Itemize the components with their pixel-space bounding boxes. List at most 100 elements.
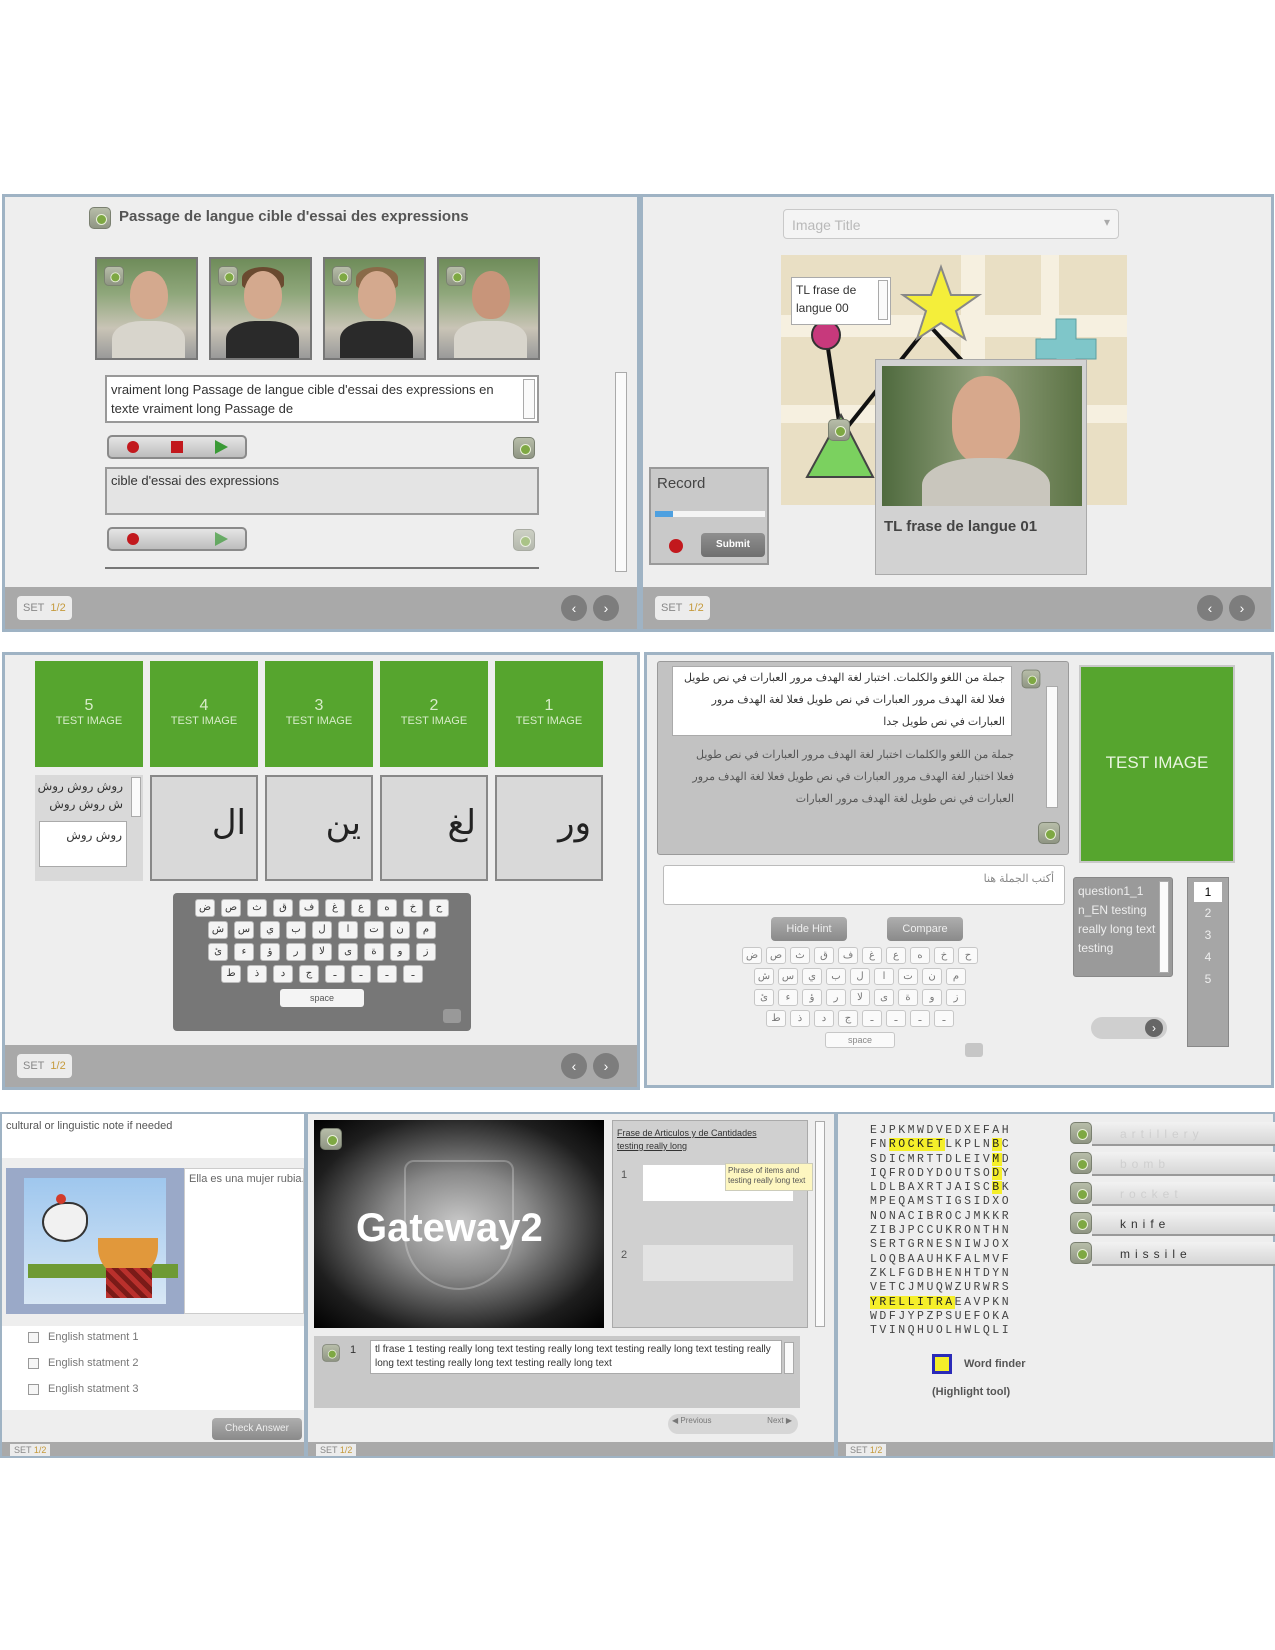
grid-letter[interactable]: T [898, 1238, 908, 1252]
key[interactable]: ه [377, 899, 397, 917]
grid-letter[interactable]: T [926, 1152, 936, 1166]
grid-letter[interactable]: C [917, 1224, 927, 1238]
popup-scrollbar[interactable] [878, 280, 888, 320]
key[interactable]: ا [874, 968, 894, 985]
key[interactable]: ـ [325, 965, 345, 983]
grid-letter[interactable]: B [992, 1138, 1002, 1152]
grid-letter[interactable]: E [964, 1152, 974, 1166]
grid-letter[interactable]: V [935, 1124, 946, 1137]
grid-letter[interactable]: R [1001, 1209, 1012, 1223]
grid-letter[interactable]: A [964, 1252, 974, 1266]
grid-letter[interactable]: U [954, 1309, 965, 1323]
grid-letter[interactable]: J [898, 1309, 908, 1323]
grid-row[interactable]: ZKLFGDBHENHTDYN [870, 1267, 1011, 1281]
grid-letter[interactable]: C [898, 1281, 908, 1295]
grid-letter[interactable]: E [888, 1195, 899, 1209]
grid-letter[interactable]: Q [879, 1166, 889, 1180]
prev-arrow-icon[interactable]: ‹ [561, 595, 587, 621]
grid-letter[interactable]: E [964, 1309, 974, 1323]
video-play-button[interactable] [320, 1128, 342, 1150]
test-image-tile[interactable]: 2 TEST IMAGE [380, 661, 488, 767]
grid-letter[interactable]: N [870, 1209, 880, 1223]
grid-letter[interactable]: K [954, 1138, 965, 1152]
grid-letter[interactable]: R [917, 1238, 927, 1252]
grid-letter[interactable]: Z [870, 1224, 880, 1238]
grid-letter[interactable]: D [982, 1195, 993, 1209]
reading-scrollbar[interactable] [1046, 686, 1058, 808]
key[interactable]: م [946, 968, 966, 985]
key[interactable]: ق [814, 947, 834, 964]
grid-letter[interactable]: U [964, 1281, 974, 1295]
prev-arrow-icon[interactable]: ‹ [1197, 595, 1223, 621]
map-play-button[interactable] [828, 419, 850, 441]
grid-letter[interactable]: I [917, 1295, 927, 1309]
grid-letter[interactable]: P [964, 1138, 974, 1152]
grid-letter[interactable]: I [917, 1209, 927, 1223]
video-player[interactable]: Gateway2 [314, 1120, 604, 1328]
grid-letter[interactable]: Y [907, 1309, 918, 1323]
grid-letter[interactable]: V [879, 1324, 889, 1338]
submit-button[interactable]: Submit [701, 533, 765, 557]
grid-letter[interactable]: V [992, 1252, 1002, 1266]
grid-letter[interactable]: X [917, 1181, 927, 1195]
key[interactable]: ئ [754, 989, 774, 1006]
grid-letter[interactable]: F [898, 1266, 908, 1280]
grid-letter[interactable]: B [926, 1266, 936, 1280]
grid-letter[interactable]: S [973, 1181, 983, 1195]
check-answer-button[interactable]: Check Answer [212, 1418, 302, 1440]
grid-letter[interactable]: Y [870, 1295, 880, 1309]
grid-letter[interactable]: L [870, 1252, 880, 1266]
grid-letter[interactable]: Z [870, 1266, 880, 1280]
keyboard-close-icon[interactable] [965, 1043, 983, 1057]
grid-letter[interactable]: O [1001, 1195, 1012, 1209]
grid-letter[interactable]: B [898, 1181, 908, 1195]
key[interactable]: و [922, 989, 942, 1006]
grid-letter[interactable]: N [954, 1238, 965, 1252]
grid-letter[interactable]: N [982, 1138, 993, 1152]
key[interactable]: ي [802, 968, 822, 985]
next-button[interactable]: Next ▶ [767, 1416, 792, 1425]
key[interactable]: ع [886, 947, 906, 964]
grid-letter[interactable]: K [992, 1295, 1002, 1309]
key[interactable]: ل [312, 921, 332, 939]
grid-letter[interactable]: F [982, 1124, 993, 1137]
grid-letter[interactable]: F [870, 1138, 880, 1152]
grid-letter[interactable]: T [935, 1181, 946, 1195]
key[interactable]: ء [778, 989, 798, 1006]
grid-letter[interactable]: I [1001, 1324, 1012, 1338]
grid-letter[interactable]: T [935, 1152, 946, 1166]
photo-card[interactable]: TL frase de langue 01 [875, 359, 1087, 575]
grid-letter[interactable]: M [917, 1195, 927, 1209]
key[interactable]: ـ [934, 1010, 954, 1027]
grid-row[interactable]: SERTGRNESNIWJOX [870, 1238, 1011, 1252]
grid-letter[interactable]: C [982, 1181, 993, 1195]
grid-letter[interactable]: K [945, 1252, 955, 1266]
grid-letter[interactable]: H [935, 1252, 946, 1266]
grid-letter[interactable]: R [973, 1281, 983, 1295]
grid-letter[interactable]: U [926, 1281, 936, 1295]
grid-letter[interactable]: T [888, 1281, 899, 1295]
grid-letter[interactable]: R [954, 1224, 965, 1238]
grid-letter[interactable]: Q [907, 1324, 918, 1338]
grid-letter[interactable]: O [964, 1224, 974, 1238]
grid-letter[interactable]: K [992, 1209, 1002, 1223]
grid-letter[interactable]: I [973, 1152, 983, 1166]
next-arrow-icon[interactable]: › [593, 1053, 619, 1079]
grid-letter[interactable]: P [907, 1224, 918, 1238]
next-question-button[interactable]: › [1091, 1017, 1167, 1039]
key[interactable]: ج [838, 1010, 858, 1027]
grid-letter[interactable]: N [1001, 1266, 1012, 1280]
statement-item[interactable]: English statment 2 [2, 1352, 304, 1378]
key[interactable]: ة [898, 989, 918, 1006]
key[interactable]: ة [364, 943, 384, 961]
grid-letter[interactable]: U [954, 1166, 965, 1180]
grid-row[interactable]: WDFJYPZPSUEFOKA [870, 1310, 1011, 1324]
grid-letter[interactable]: X [992, 1195, 1002, 1209]
grid-letter[interactable]: C [1001, 1138, 1012, 1152]
grid-letter[interactable]: R [888, 1138, 899, 1152]
key[interactable]: خ [934, 947, 954, 964]
grid-letter[interactable]: M [907, 1152, 918, 1166]
next-arrow-icon[interactable]: › [1229, 595, 1255, 621]
key[interactable]: ر [826, 989, 846, 1006]
grid-letter[interactable]: H [917, 1324, 927, 1338]
